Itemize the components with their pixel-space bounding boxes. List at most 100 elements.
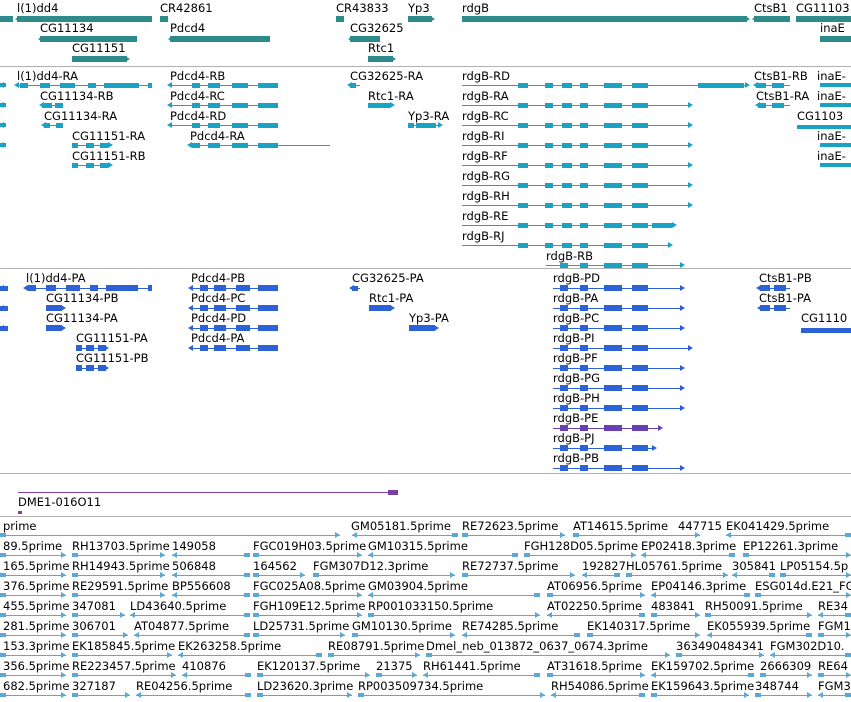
rdgB-RB-exon[interactable] <box>604 262 622 268</box>
rdgB-transcript-exon[interactable] <box>632 122 648 128</box>
est-alignment[interactable] <box>676 655 764 656</box>
rdgB-protein-exon[interactable] <box>560 345 568 351</box>
Pdcd4-RB-exon[interactable] <box>192 82 200 88</box>
rdgB-transcript-exon[interactable] <box>518 222 528 228</box>
rdgB-transcript-exon[interactable] <box>580 182 588 188</box>
gene-bar[interactable] <box>17 16 152 22</box>
est-alignment[interactable] <box>0 695 66 696</box>
rdgB-RB-exon[interactable] <box>560 262 568 268</box>
est-block[interactable] <box>845 693 851 697</box>
rdgB-protein-exon[interactable] <box>560 285 568 291</box>
Pdcd4-RC-exon[interactable] <box>208 102 220 108</box>
est-block[interactable] <box>614 573 620 577</box>
est-block[interactable] <box>512 553 518 557</box>
est-block[interactable] <box>328 653 334 657</box>
est-alignment[interactable] <box>0 595 66 596</box>
l1dd4-RA-exon[interactable] <box>148 82 152 88</box>
rdgB-transcript-exon[interactable] <box>562 202 572 208</box>
est-block[interactable] <box>358 693 364 697</box>
est-alignment[interactable] <box>587 635 700 636</box>
contig-end[interactable] <box>388 490 398 495</box>
rdgB-transcript-exon[interactable] <box>518 182 528 188</box>
Pdcd4-RB-exon[interactable] <box>258 82 278 88</box>
est-block[interactable] <box>244 573 250 577</box>
rdgB-transcript-exon[interactable] <box>562 102 572 108</box>
gene-bar[interactable] <box>160 16 168 22</box>
rdgB-transcript-exon[interactable] <box>562 222 572 228</box>
Pdcd4-RA-exon[interactable] <box>258 142 278 148</box>
rdgB-protein-exon[interactable] <box>560 425 568 431</box>
rdgB-transcript-exon[interactable] <box>580 122 588 128</box>
est-alignment[interactable] <box>328 655 420 656</box>
rdgB-protein-exon[interactable] <box>604 385 622 391</box>
Pdcd4-protein-exon[interactable] <box>236 305 250 311</box>
Pdcd4-protein-exon[interactable] <box>236 285 250 291</box>
l1dd4-RA-intron[interactable] <box>17 85 152 86</box>
gene-bar[interactable] <box>408 16 432 22</box>
est-alignment[interactable] <box>178 655 322 656</box>
est-block[interactable] <box>574 633 580 637</box>
l1dd4-RA-exon[interactable] <box>104 82 139 88</box>
CG11151-RA-exon[interactable] <box>100 142 108 148</box>
est-alignment[interactable] <box>755 695 812 696</box>
est-alignment[interactable] <box>547 595 645 596</box>
rdgB-transcript-exon[interactable] <box>604 142 622 148</box>
est-block[interactable] <box>452 533 458 537</box>
rdgB-RB-exon[interactable] <box>580 262 588 268</box>
est-block[interactable] <box>760 673 766 677</box>
CtsB1-PA-exon[interactable] <box>760 305 770 311</box>
rdgB-protein-exon[interactable] <box>580 445 588 451</box>
est-block[interactable] <box>244 633 250 637</box>
rdgB-RB-exon[interactable] <box>632 262 648 268</box>
est-alignment[interactable] <box>172 575 250 576</box>
est-alignment[interactable] <box>462 535 565 536</box>
Pdcd4-protein-exon[interactable] <box>200 345 208 351</box>
rdgB-transcript-exon[interactable] <box>580 202 588 208</box>
est-alignment[interactable] <box>72 655 172 656</box>
Pdcd4-RC-exon[interactable] <box>258 102 278 108</box>
rdgB-transcript-exon[interactable] <box>604 202 622 208</box>
Pdcd4-RA-exon[interactable] <box>232 142 248 148</box>
est-alignment[interactable] <box>72 675 176 676</box>
rdgB-protein-exon[interactable] <box>560 305 568 311</box>
rdgB-transcript-exon[interactable] <box>698 82 744 88</box>
l1dd4-PA-exon[interactable] <box>28 285 36 291</box>
est-block[interactable] <box>72 553 78 557</box>
rdgB-protein-exon[interactable] <box>632 345 648 351</box>
est-block[interactable] <box>651 613 657 617</box>
rdgB-transcript-exon[interactable] <box>545 182 553 188</box>
est-alignment[interactable] <box>72 555 165 556</box>
est-block[interactable] <box>806 633 812 637</box>
est-block[interactable] <box>755 593 761 597</box>
rdgB-transcript-exon[interactable] <box>580 102 588 108</box>
est-alignment[interactable] <box>626 575 728 576</box>
est-block[interactable] <box>72 693 78 697</box>
rdgB-transcript-exon[interactable] <box>545 242 553 248</box>
est-block[interactable] <box>547 673 553 677</box>
CG11151-PA-exon[interactable] <box>76 345 82 351</box>
est-block[interactable] <box>257 673 263 677</box>
est-alignment[interactable] <box>0 575 66 576</box>
est-alignment[interactable] <box>136 695 251 696</box>
rdgB-transcript-exon[interactable] <box>580 82 588 88</box>
Pdcd4-protein-exon[interactable] <box>200 305 208 311</box>
Pdcd4-RD-intron[interactable] <box>170 125 278 126</box>
Pdcd4-protein-exon[interactable] <box>258 325 278 331</box>
CG11134-RB-exon[interactable] <box>55 102 63 108</box>
est-block[interactable] <box>534 593 540 597</box>
est-alignment[interactable] <box>253 635 345 636</box>
est-alignment[interactable] <box>253 595 362 596</box>
CG11151-PB-exon[interactable] <box>76 365 82 371</box>
rdgB-transcript-exon[interactable] <box>580 222 588 228</box>
CtsB1-RA-exon[interactable] <box>758 102 766 108</box>
rdgB-protein-exon[interactable] <box>580 325 588 331</box>
rdgB-transcript-exon[interactable] <box>604 242 622 248</box>
contig-tick[interactable] <box>18 511 22 514</box>
est-block[interactable] <box>743 553 749 557</box>
rdgB-transcript-exon[interactable] <box>518 122 528 128</box>
rdgB-transcript-exon[interactable] <box>562 242 572 248</box>
rdgB-protein-exon[interactable] <box>632 405 648 411</box>
Rtc1-RA-exon[interactable] <box>368 102 390 108</box>
est-alignment[interactable] <box>705 615 812 616</box>
gene-bar[interactable] <box>170 36 270 42</box>
